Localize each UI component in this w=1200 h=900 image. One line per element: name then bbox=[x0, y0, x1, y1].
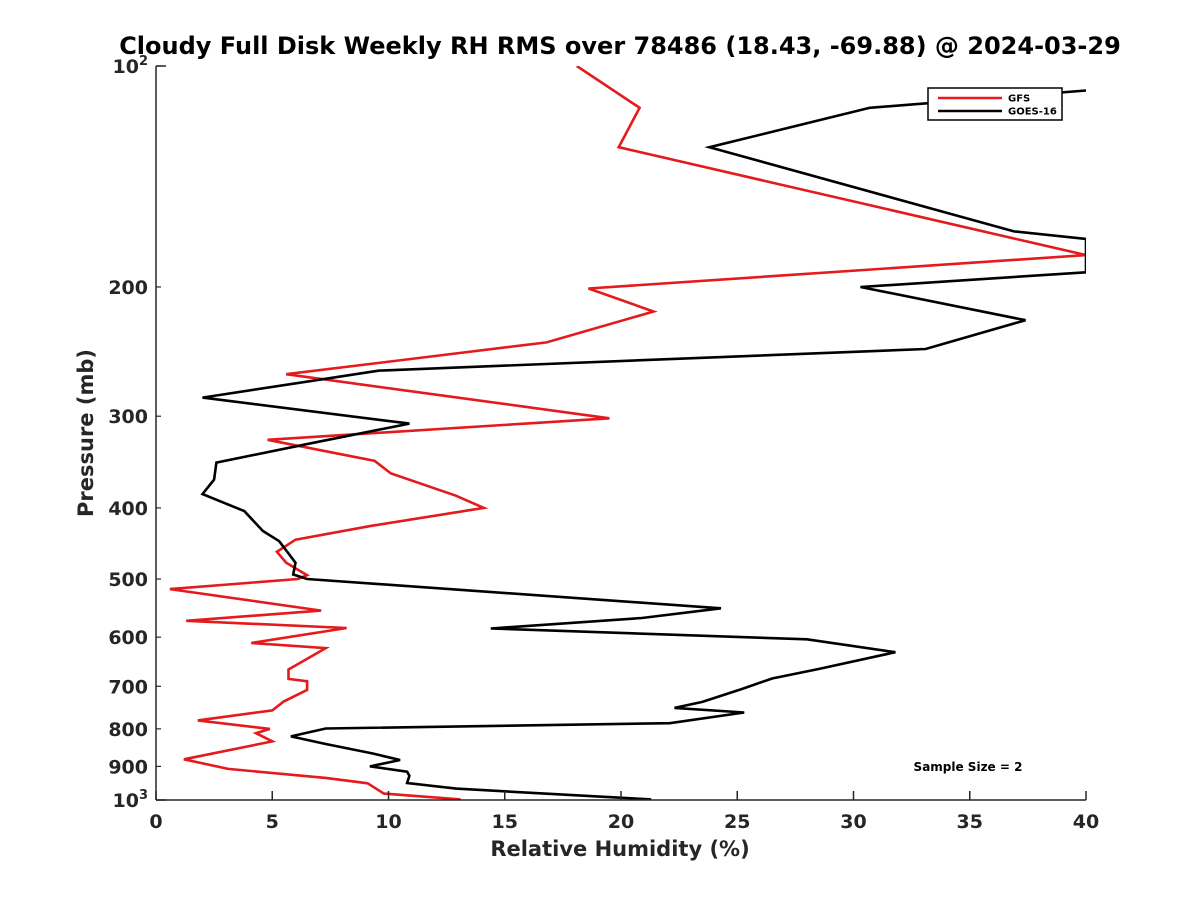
x-axis-label: Relative Humidity (%) bbox=[490, 837, 749, 861]
x-tick-label: 40 bbox=[1073, 811, 1099, 833]
y-tick-label: 700 bbox=[108, 676, 148, 698]
x-tick-label: 0 bbox=[149, 811, 162, 833]
x-tick-label: 10 bbox=[375, 811, 401, 833]
x-tick-label: 25 bbox=[724, 811, 750, 833]
series-line-gfs bbox=[169, 66, 1086, 800]
legend-label: GOES-16 bbox=[1008, 107, 1057, 118]
x-tick-label: 15 bbox=[492, 811, 518, 833]
y-tick-label: 200 bbox=[108, 277, 148, 299]
plot-area: 0 5 10 15 20 25 30 35 40 102 200 300 400 500 600 700 800… bbox=[108, 54, 1099, 833]
chart-title: Cloudy Full Disk Weekly RH RMS over 7848… bbox=[119, 32, 1121, 60]
y-tick-label: 900 bbox=[108, 756, 148, 778]
y-tick-label: 103 bbox=[113, 788, 149, 812]
series-line-goes-16 bbox=[200, 89, 1086, 800]
y-axis-label: Pressure (mb) bbox=[74, 349, 98, 517]
y-tick-label: 800 bbox=[108, 719, 148, 741]
legend: GFS GOES-16 bbox=[927, 87, 1063, 121]
y-tick-label: 102 bbox=[113, 54, 149, 78]
x-tick-label: 35 bbox=[957, 811, 983, 833]
y-tick-label: 300 bbox=[108, 406, 148, 428]
y-tick-label: 500 bbox=[108, 569, 148, 591]
legend-box bbox=[927, 87, 1063, 121]
y-tick-label: 400 bbox=[108, 498, 148, 520]
x-tick-label: 20 bbox=[608, 811, 634, 833]
x-tick-label: 5 bbox=[266, 811, 279, 833]
sample-size-annotation: Sample Size = 2 bbox=[914, 760, 1023, 774]
y-tick-label: 600 bbox=[108, 627, 148, 649]
x-tick-label: 30 bbox=[840, 811, 866, 833]
legend-label: GFS bbox=[1008, 94, 1030, 105]
